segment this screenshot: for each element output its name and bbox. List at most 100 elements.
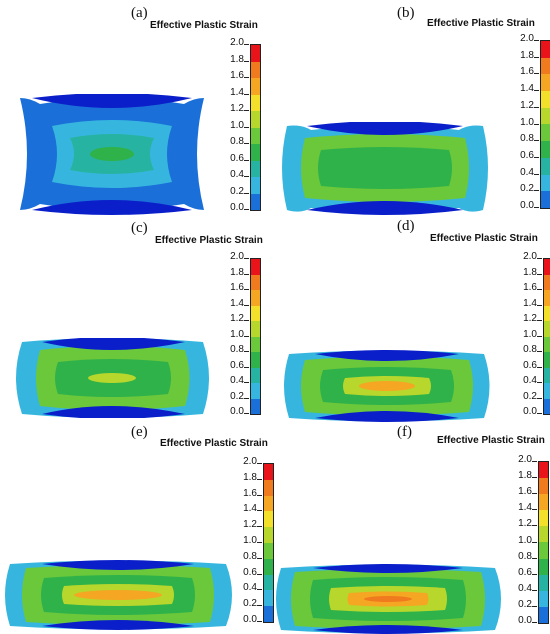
colorbar-tick-mark	[257, 573, 262, 575]
colorbar-segment	[264, 590, 273, 607]
colorbar-tick-mark	[537, 366, 542, 368]
colorbar-tick-mark	[534, 190, 539, 192]
colorbar-tick-label: 1.6	[523, 282, 537, 293]
colorbar-segment	[544, 259, 550, 275]
colorbar-segment	[539, 526, 548, 543]
colorbar-tick-label: 2.0	[523, 251, 537, 262]
colorbar-tick-mark	[244, 143, 249, 144]
colorbar-tick-label: 0.6	[243, 566, 257, 578]
panel-a: (a) Effective Plastic Strain 2.0 1.8 1.6 1.…	[0, 0, 275, 215]
colorbar-tick-mark	[532, 477, 537, 479]
colorbar-segment	[539, 574, 548, 591]
colorbar-tick-mark	[534, 140, 539, 142]
colorbar-segment	[251, 111, 260, 128]
colorbar-tick-mark	[257, 621, 262, 622]
colorbar	[263, 463, 274, 623]
colorbar-tick-label: 1.4	[523, 297, 537, 309]
colorbar-segment	[539, 590, 548, 607]
colorbar-tick-label: 0.2	[243, 598, 257, 610]
colorbar-tick-label: 1.2	[523, 313, 537, 324]
colorbar-segment	[251, 144, 260, 161]
colorbar-tick-mark	[532, 509, 537, 511]
panel-b: (b) Effective Plastic Strain 2.0 1.8 1.6 1.…	[275, 0, 550, 215]
colorbar-tick-mark	[534, 156, 539, 158]
colorbar-segment	[264, 527, 273, 543]
colorbar-segment	[264, 464, 273, 480]
colorbar-tick-mark	[532, 525, 537, 527]
colorbar-tick-label: 0.6	[520, 149, 534, 161]
colorbar-tick-mark	[532, 605, 537, 607]
colorbar-segment	[251, 398, 260, 414]
colorbar-tick-label: 0.8	[523, 344, 537, 355]
specimen-contour	[16, 338, 209, 418]
colorbar-tick-label: 1.2	[243, 519, 257, 531]
panel-title: Effective Plastic Strain	[150, 20, 258, 31]
colorbar-tick-label: 2.0	[518, 454, 532, 465]
colorbar-segment	[544, 321, 550, 337]
colorbar	[538, 461, 549, 624]
colorbar-segment	[541, 74, 550, 92]
panel-f: (f) Effective Plastic Strain 2.0 1.8 1.6 1.…	[275, 424, 550, 634]
colorbar-segment	[251, 61, 260, 78]
colorbar-tick-mark	[534, 207, 539, 208]
colorbar-segment	[264, 511, 273, 528]
panel-label: (d)	[397, 218, 415, 234]
colorbar-tick-label: 2.0	[243, 456, 257, 467]
colorbar-tick-label: 1.0	[243, 535, 257, 546]
colorbar-tick-mark	[244, 93, 249, 95]
colorbar-tick-label: 1.8	[523, 266, 537, 278]
colorbar-tick-mark	[534, 123, 539, 125]
panel-title: Effective Plastic Strain	[155, 235, 263, 246]
colorbar-tick-label: 1.8	[230, 53, 244, 65]
colorbar-tick-mark	[244, 176, 249, 177]
colorbar-tick-mark	[257, 478, 262, 480]
specimen-contour	[5, 560, 232, 630]
panel-label: (b)	[397, 5, 415, 21]
colorbar-tick-label: 1.4	[230, 86, 244, 98]
colorbar-tick-label: 1.8	[243, 471, 257, 483]
colorbar-tick-mark	[534, 40, 539, 41]
colorbar	[543, 258, 550, 415]
colorbar	[250, 44, 261, 211]
colorbar-tick-label: 0.8	[518, 550, 532, 562]
colorbar-tick-label: 0.2	[230, 390, 244, 402]
colorbar-tick-label: 1.0	[523, 328, 537, 340]
colorbar-tick-label: 1.0	[230, 119, 244, 131]
colorbar-tick-mark	[534, 73, 539, 75]
colorbar-tick-label: 0.0	[243, 614, 257, 625]
colorbar-segment	[264, 606, 273, 622]
colorbar-segment	[264, 558, 273, 575]
colorbar-segment	[264, 574, 273, 591]
colorbar-tick-mark	[537, 320, 542, 321]
colorbar-tick-mark	[244, 320, 249, 321]
panel-label: (a)	[131, 5, 148, 21]
panel-label: (e)	[131, 424, 148, 440]
colorbar-segment	[544, 367, 550, 383]
colorbar-segment	[264, 495, 273, 512]
colorbar-segment	[541, 191, 550, 208]
colorbar-tick-label: 1.6	[520, 66, 534, 78]
panel-title: Effective Plastic Strain	[427, 18, 535, 29]
colorbar-tick-mark	[244, 258, 249, 259]
colorbar-tick-label: 1.0	[230, 328, 244, 340]
colorbar-tick-mark	[244, 126, 249, 128]
colorbar-tick-label: 0.4	[230, 169, 244, 180]
colorbar-tick-label: 0.2	[230, 185, 244, 197]
colorbar-tick-mark	[244, 351, 249, 352]
colorbar-tick-label: 1.0	[518, 534, 532, 546]
colorbar-tick-mark	[257, 542, 262, 543]
colorbar-tick-label: 0.2	[523, 390, 537, 402]
colorbar-segment	[251, 352, 260, 368]
colorbar-segment	[544, 305, 550, 321]
colorbar-segment	[251, 160, 260, 177]
panel-e: (e) Effective Plastic Strain 2.0 1.8 1.6 1.…	[0, 424, 275, 631]
panel-title: Effective Plastic Strain	[437, 435, 545, 446]
colorbar-tick-mark	[257, 526, 262, 528]
colorbar-tick-label: 0.0	[523, 406, 537, 417]
colorbar-tick-mark	[537, 273, 542, 275]
colorbar-tick-label: 0.0	[230, 202, 244, 213]
colorbar-tick-label: 1.8	[230, 266, 244, 278]
colorbar-tick-mark	[537, 258, 542, 259]
colorbar-tick-mark	[257, 510, 262, 512]
colorbar-tick-mark	[244, 335, 249, 337]
